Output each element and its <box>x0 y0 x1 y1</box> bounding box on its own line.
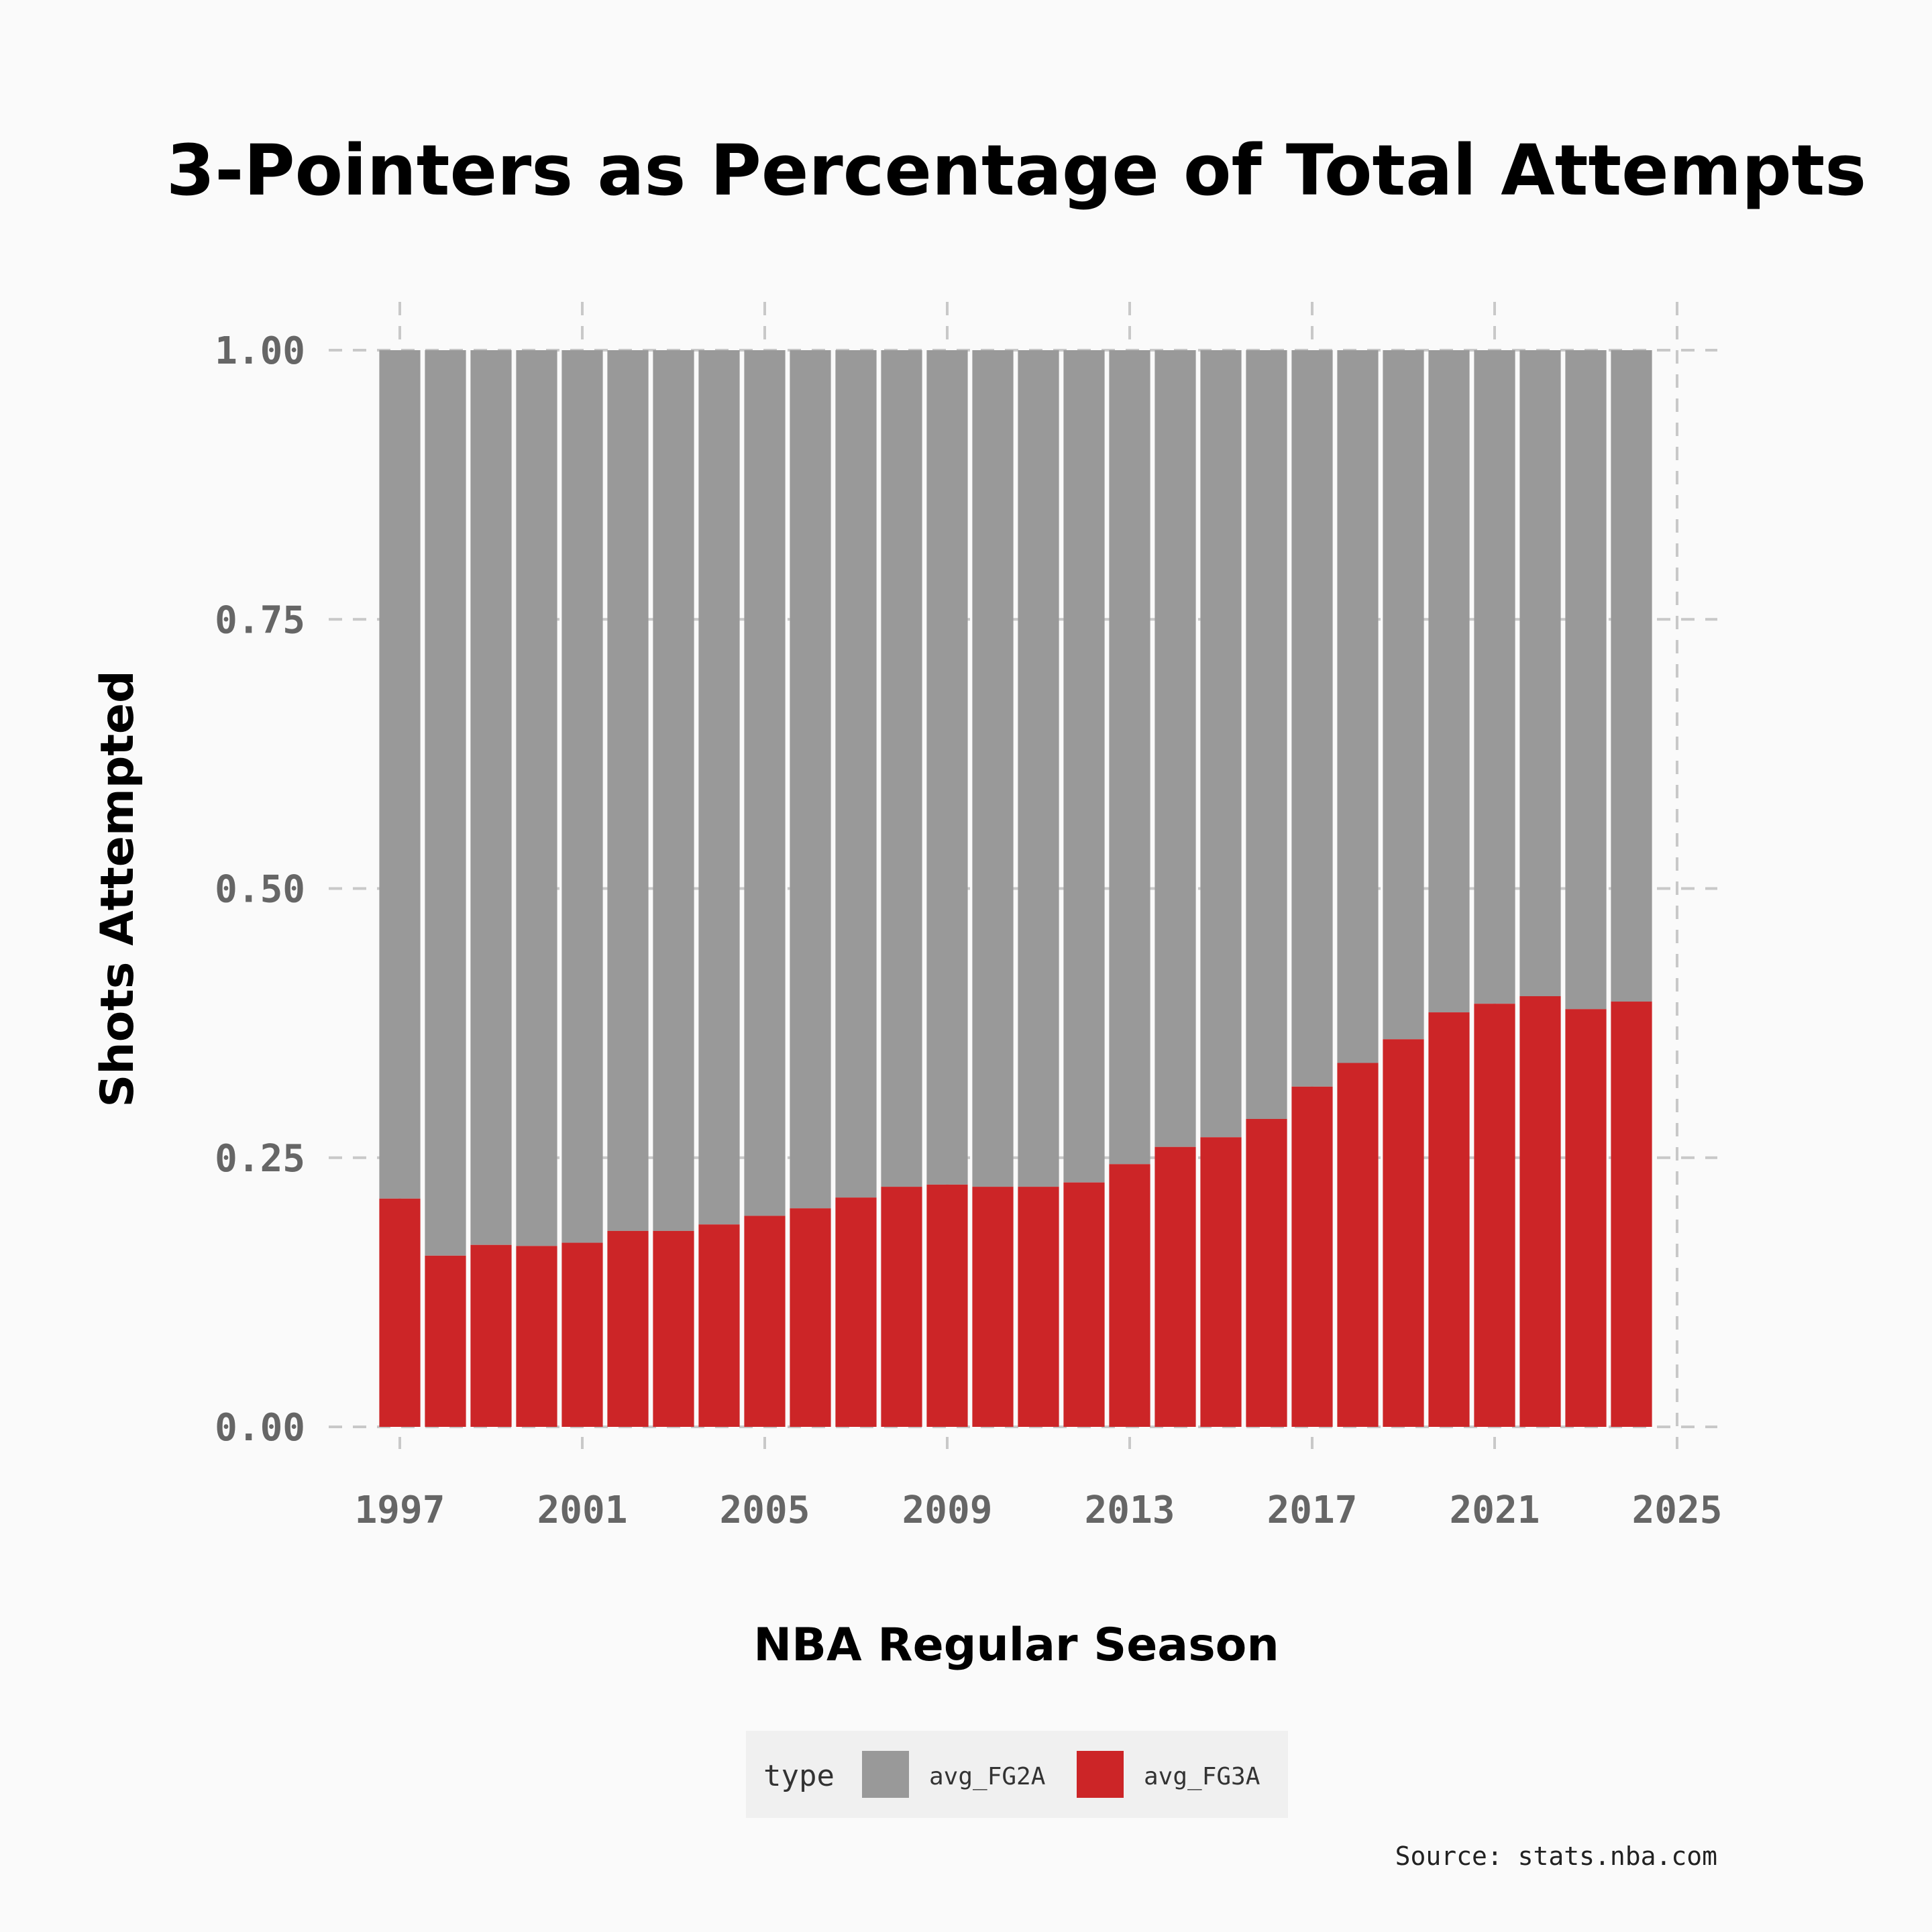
legend-label-avg-fg3a: avg_FG3A <box>1144 1763 1260 1790</box>
bars <box>379 350 1652 1427</box>
bar-avg-fg3a <box>972 1187 1014 1427</box>
bar-avg-fg3a <box>425 1255 466 1427</box>
bar-avg-fg2a <box>926 350 968 1185</box>
bar-avg-fg3a <box>1155 1146 1196 1427</box>
bar-avg-fg3a <box>516 1246 557 1427</box>
x-tick-label: 2009 <box>902 1489 993 1532</box>
x-axis-title: NBA Regular Season <box>753 1619 1279 1672</box>
bar-avg-fg3a <box>1063 1182 1105 1427</box>
y-tick-label: 1.00 <box>215 329 305 373</box>
bar-avg-fg2a <box>1109 350 1150 1165</box>
bar-avg-fg2a <box>1246 350 1287 1119</box>
bar-avg-fg2a <box>653 350 694 1231</box>
bar-avg-fg2a <box>972 350 1014 1187</box>
bar-avg-fg2a <box>1611 350 1652 1002</box>
bar-avg-fg3a <box>470 1244 512 1427</box>
chart-title: 3-Pointers as Percentage of Total Attemp… <box>166 129 1866 211</box>
bar-avg-fg3a <box>1474 1004 1515 1427</box>
bar-avg-fg3a <box>835 1197 877 1427</box>
bar-avg-fg3a <box>1291 1086 1333 1427</box>
x-tick-label: 2017 <box>1267 1489 1358 1532</box>
bar-avg-fg2a <box>1428 350 1470 1013</box>
bar-avg-fg3a <box>379 1198 421 1427</box>
bar-avg-fg2a <box>425 350 466 1256</box>
x-tick-label: 2021 <box>1450 1489 1540 1532</box>
bar-avg-fg2a <box>1337 350 1379 1063</box>
bar-avg-fg3a <box>1246 1118 1287 1427</box>
x-tick-label: 2025 <box>1632 1489 1723 1532</box>
bar-avg-fg2a <box>1519 350 1561 996</box>
bar-avg-fg2a <box>835 350 877 1198</box>
y-tick-label: 0.25 <box>215 1137 305 1181</box>
legend-swatch-avg-fg2a <box>862 1751 909 1798</box>
source-note: Source: stats.nba.com <box>1395 1841 1717 1871</box>
x-tick-label: 2005 <box>720 1489 810 1532</box>
bar-avg-fg2a <box>1018 350 1059 1187</box>
bar-avg-fg2a <box>1291 350 1333 1087</box>
legend-background <box>746 1731 1288 1818</box>
bar-avg-fg3a <box>1337 1063 1379 1427</box>
x-axis-ticks: 1997 2001 2005 2009 2013 2017 2021 2025 <box>355 1489 1723 1532</box>
y-axis-title: Shots Attempted <box>91 670 144 1107</box>
bar-avg-fg2a <box>1155 350 1196 1147</box>
bar-avg-fg2a <box>1383 350 1424 1040</box>
legend: type avg_FG2A avg_FG3A <box>746 1731 1288 1818</box>
bar-avg-fg3a <box>1383 1039 1424 1427</box>
bar-avg-fg3a <box>1611 1002 1652 1427</box>
bar-avg-fg3a <box>1428 1012 1470 1427</box>
x-tick-label: 1997 <box>355 1489 445 1532</box>
bar-avg-fg2a <box>516 350 557 1246</box>
bar-avg-fg2a <box>881 350 922 1187</box>
bar-avg-fg2a <box>607 350 649 1231</box>
bar-avg-fg2a <box>379 350 421 1199</box>
bar-avg-fg3a <box>698 1224 740 1427</box>
legend-swatch-avg-fg3a <box>1077 1751 1124 1798</box>
bar-avg-fg2a <box>1474 350 1515 1004</box>
bar-avg-fg2a <box>790 350 831 1209</box>
bar-avg-fg3a <box>744 1216 786 1427</box>
bar-avg-fg3a <box>881 1187 922 1427</box>
bar-avg-fg3a <box>1109 1164 1150 1427</box>
x-tick-label: 2013 <box>1085 1489 1175 1532</box>
x-tick-label: 2001 <box>537 1489 628 1532</box>
bar-avg-fg2a <box>561 350 603 1243</box>
bar-avg-fg3a <box>607 1230 649 1427</box>
bar-avg-fg3a <box>790 1208 831 1427</box>
y-tick-label: 0.50 <box>215 868 305 912</box>
bar-avg-fg2a <box>1200 350 1242 1138</box>
bar-avg-fg3a <box>561 1242 603 1427</box>
bar-avg-fg2a <box>1063 350 1105 1183</box>
bar-avg-fg3a <box>926 1184 968 1427</box>
bar-avg-fg3a <box>1018 1187 1059 1427</box>
bar-avg-fg2a <box>744 350 786 1216</box>
y-tick-label: 0.75 <box>215 598 305 642</box>
bar-avg-fg3a <box>653 1230 694 1427</box>
bar-avg-fg3a <box>1200 1137 1242 1427</box>
y-tick-label: 0.00 <box>215 1406 305 1450</box>
y-axis-ticks: 0.00 0.25 0.50 0.75 1.00 <box>215 329 305 1450</box>
bar-avg-fg2a <box>470 350 512 1245</box>
legend-title: type <box>763 1759 835 1793</box>
bar-avg-fg2a <box>698 350 740 1225</box>
bar-avg-fg3a <box>1519 996 1561 1427</box>
bar-avg-fg3a <box>1565 1009 1607 1427</box>
legend-label-avg-fg2a: avg_FG2A <box>929 1763 1046 1790</box>
bar-avg-fg2a <box>1565 350 1607 1010</box>
